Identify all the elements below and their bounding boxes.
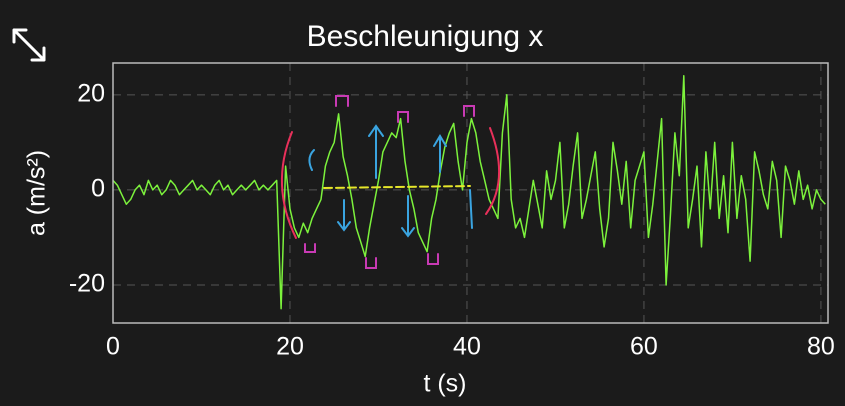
x-tick-label: 40 [453, 333, 481, 361]
x-tick-label: 20 [276, 333, 304, 361]
y-tick-label: -20 [69, 270, 105, 298]
y-tick-label: 0 [91, 175, 105, 203]
y-axis-label: a (m/s²) [23, 150, 51, 236]
x-tick-label: 60 [630, 333, 658, 361]
x-axis-label: t (s) [423, 370, 466, 398]
chart-title: Beschleunigung x [307, 20, 544, 53]
plot [112, 75, 826, 310]
x-tick-label: 80 [807, 333, 835, 361]
y-tick-label: 20 [77, 79, 105, 107]
expand-icon[interactable] [12, 28, 46, 62]
annotations [280, 95, 500, 269]
data-line [112, 75, 826, 310]
plot-frame [112, 62, 829, 324]
x-tick-label: 0 [106, 333, 120, 361]
